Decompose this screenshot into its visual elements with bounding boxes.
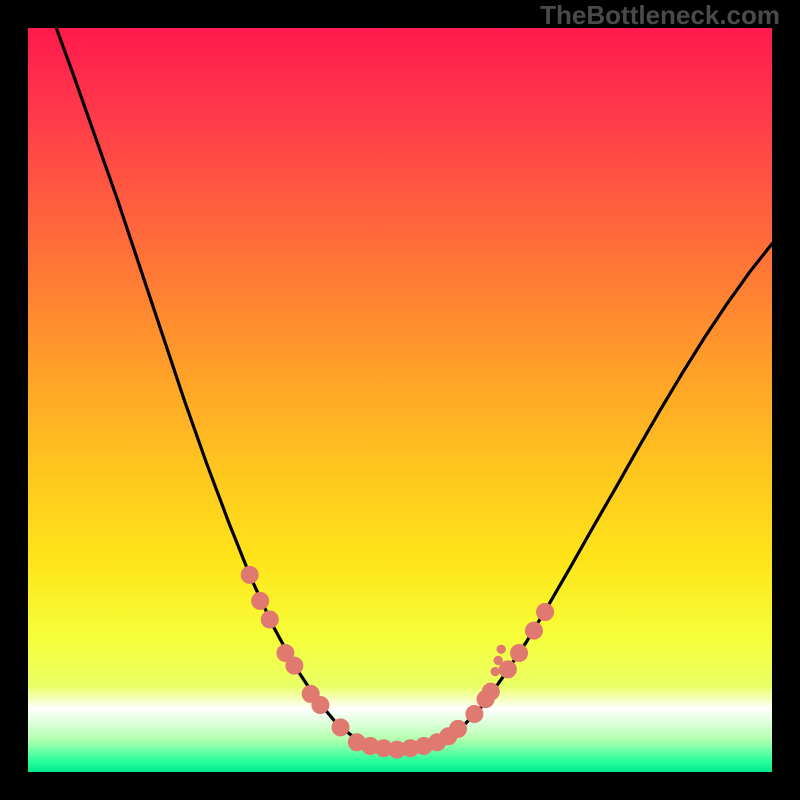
data-point xyxy=(537,604,554,621)
data-point xyxy=(241,566,258,583)
chart-svg xyxy=(0,0,800,800)
data-point xyxy=(525,622,542,639)
data-point xyxy=(494,656,503,665)
data-point xyxy=(332,719,349,736)
watermark-text: TheBottleneck.com xyxy=(540,0,780,31)
data-point xyxy=(499,661,516,678)
chart-container: TheBottleneck.com xyxy=(0,0,800,800)
data-point xyxy=(261,611,278,628)
data-point xyxy=(482,683,499,700)
plot-background xyxy=(28,28,772,772)
data-point xyxy=(450,720,467,737)
data-point xyxy=(497,645,506,654)
data-point xyxy=(466,705,483,722)
data-point xyxy=(312,697,329,714)
data-point xyxy=(252,592,269,609)
data-point xyxy=(286,657,303,674)
data-point xyxy=(511,644,528,661)
data-point xyxy=(491,667,500,676)
